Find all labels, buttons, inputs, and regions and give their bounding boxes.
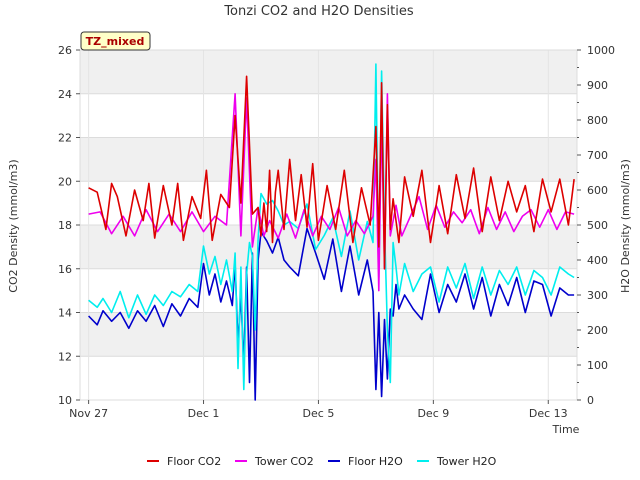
x-tick-label: Dec 5 — [303, 407, 335, 420]
background-band — [80, 50, 577, 94]
left-tick-label: 10 — [58, 394, 72, 407]
left-tick-label: 18 — [58, 219, 72, 232]
chart-title: Tonzi CO2 and H2O Densities — [223, 4, 414, 19]
site-badge-label: TZ_mixed — [86, 35, 145, 48]
site-badge-box — [80, 31, 151, 51]
left-tick-label: 16 — [58, 263, 72, 276]
right-axis-ticks: 0 100 200 300 400 500 600 700 800 900 1000 — [577, 44, 615, 407]
legend-item: Tower CO2 — [235, 455, 314, 468]
x-axis-ticks: Nov 27 Dec 1 Dec 5 Dec 9 Dec 13 — [69, 400, 568, 420]
legend-label: Tower CO2 — [254, 455, 314, 468]
x-axis-label: Time — [552, 423, 580, 436]
right-tick-label: 700 — [587, 149, 608, 162]
legend-item: Floor CO2 — [147, 455, 221, 468]
left-tick-label: 22 — [58, 132, 72, 145]
left-tick-label: 12 — [58, 350, 72, 363]
series-floor-co2-line — [88, 75, 575, 270]
right-tick-label: 100 — [587, 359, 608, 372]
right-tick-label: 800 — [587, 114, 608, 127]
legend-label: Floor CO2 — [167, 455, 221, 468]
left-axis-ticks: 10 12 14 16 18 20 22 24 26 — [58, 44, 80, 407]
legend-label: Floor H2O — [348, 455, 403, 468]
right-tick-label: 900 — [587, 79, 608, 92]
x-tick-label: Dec 13 — [529, 407, 568, 420]
right-tick-label: 1000 — [587, 44, 615, 57]
right-y-axis-label: H2O Density (mmol/m3) — [619, 159, 632, 293]
background-band — [80, 137, 577, 182]
background-band — [80, 312, 577, 357]
series-floor-h2o-line — [88, 227, 575, 401]
legend-item: Floor H2O — [328, 455, 403, 468]
site-badge: TZ_mixed — [80, 31, 151, 51]
series-layer — [88, 63, 575, 401]
legend: Floor CO2 Tower CO2 Floor H2O Tower H2O — [147, 455, 497, 468]
legend-item: Tower H2O — [417, 455, 497, 468]
legend-label: Tower H2O — [436, 455, 497, 468]
series-tower-co2-line — [88, 93, 575, 292]
left-tick-label: 14 — [58, 307, 72, 320]
right-tick-label: 600 — [587, 184, 608, 197]
left-y-axis-label: CO2 Density (mmol/m3) — [7, 159, 20, 292]
x-tick-label: Nov 27 — [69, 407, 108, 420]
right-tick-label: 400 — [587, 254, 608, 267]
plot-background-bands — [80, 50, 577, 357]
right-tick-label: 200 — [587, 324, 608, 337]
x-tick-label: Dec 9 — [417, 407, 449, 420]
series-tower-h2o-line — [88, 63, 575, 391]
right-tick-label: 500 — [587, 219, 608, 232]
x-tick-label: Dec 1 — [188, 407, 220, 420]
left-tick-label: 24 — [58, 88, 72, 101]
left-tick-label: 20 — [58, 175, 72, 188]
right-tick-label: 0 — [587, 394, 594, 407]
right-tick-label: 300 — [587, 289, 608, 302]
left-tick-label: 26 — [58, 44, 72, 57]
